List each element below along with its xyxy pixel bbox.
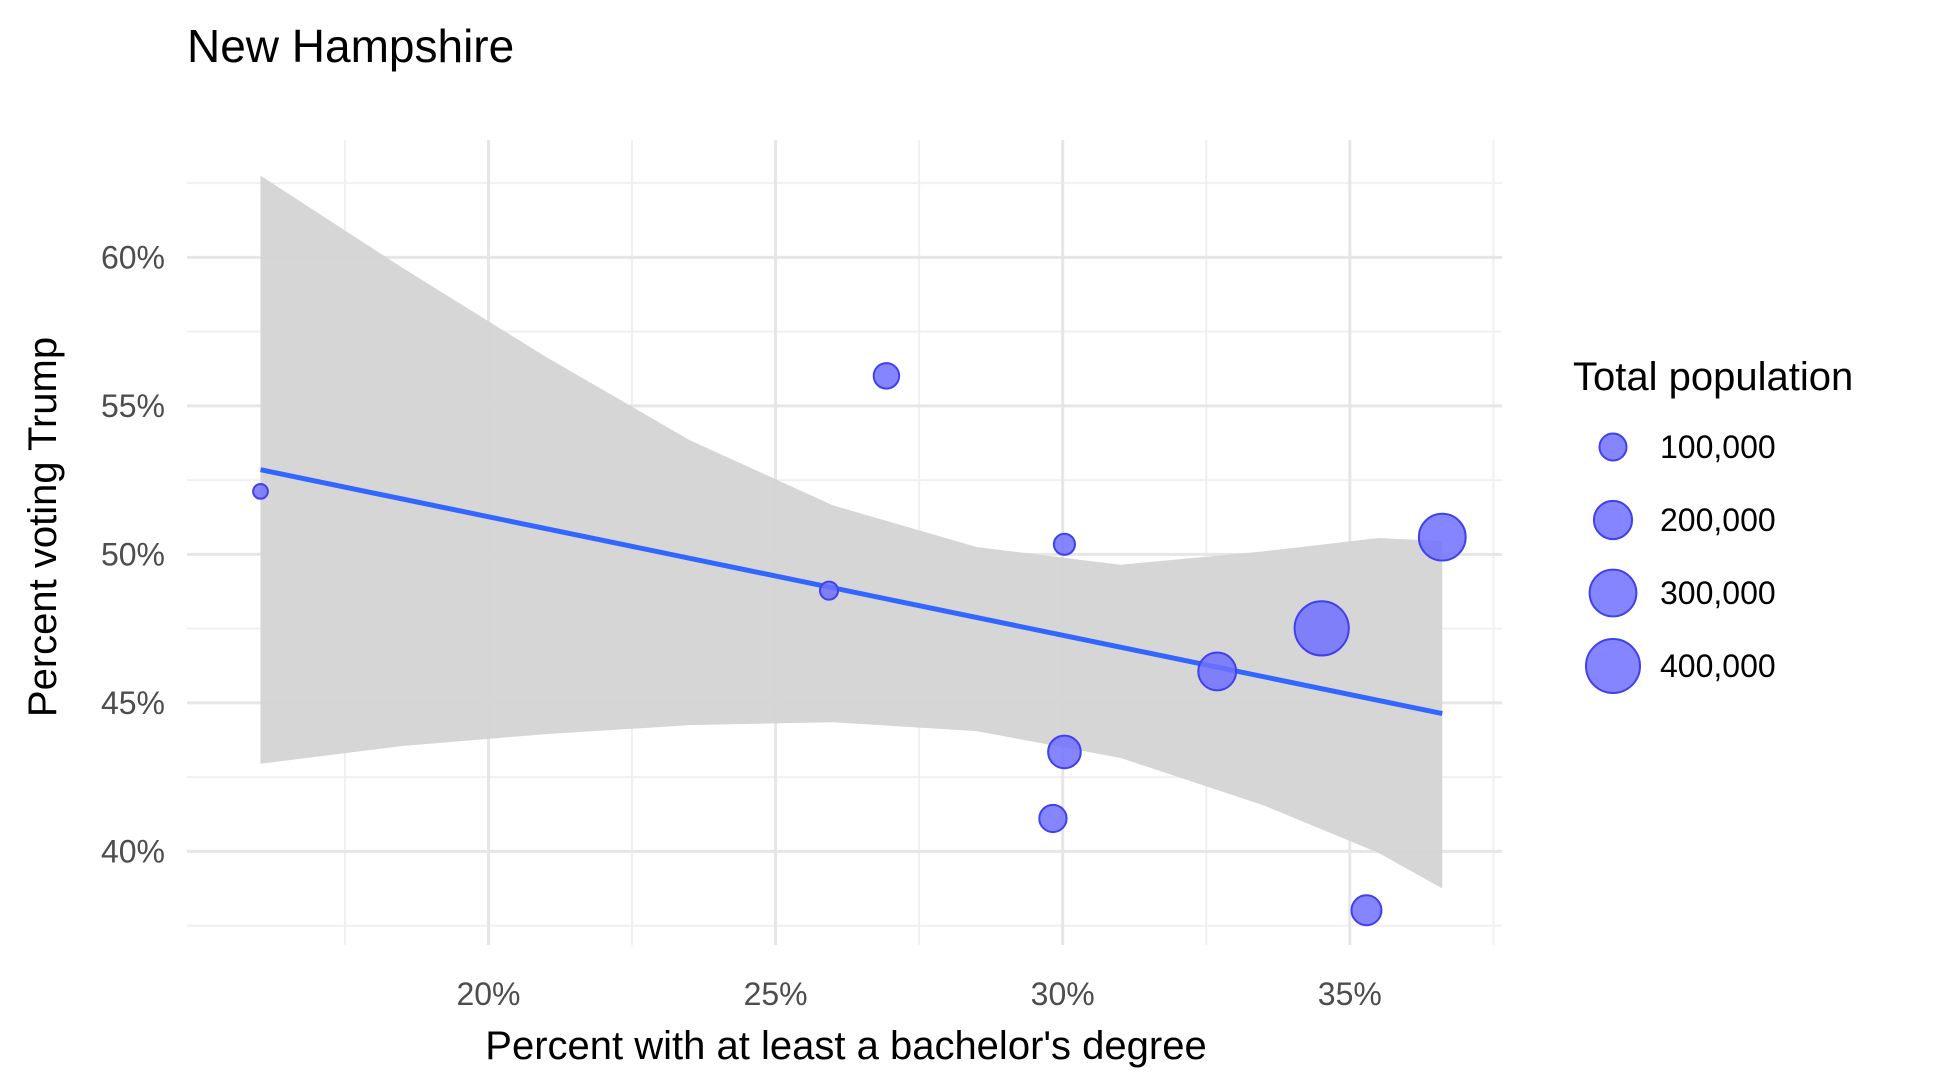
data-point bbox=[1038, 803, 1068, 834]
legend-key bbox=[1585, 638, 1641, 694]
data-point bbox=[818, 580, 840, 601]
x-tick-label: 20% bbox=[456, 976, 520, 1012]
data-points bbox=[252, 362, 1467, 927]
y-tick-label: 45% bbox=[101, 685, 165, 721]
legend-label: 400,000 bbox=[1660, 648, 1776, 684]
y-axis-title: Percent voting Trump bbox=[21, 337, 65, 717]
y-tick-label: 50% bbox=[101, 536, 165, 572]
data-point bbox=[1052, 532, 1076, 556]
legend-key bbox=[1588, 568, 1638, 618]
x-axis-ticks: 20% 25% 30% 35% bbox=[456, 976, 1381, 1012]
x-tick-label: 35% bbox=[1318, 976, 1382, 1012]
data-point bbox=[1293, 600, 1350, 657]
legend: Total population 100,000 200,000 300,000 40… bbox=[1573, 355, 1853, 694]
minor-gridlines bbox=[187, 140, 1502, 945]
data-point bbox=[1197, 651, 1238, 692]
confidence-band bbox=[260, 175, 1443, 889]
legend-key bbox=[1592, 499, 1634, 541]
y-tick-label: 60% bbox=[101, 239, 165, 275]
chart-title: New Hampshire bbox=[187, 20, 514, 72]
data-point bbox=[1417, 512, 1467, 562]
x-tick-label: 25% bbox=[744, 976, 808, 1012]
legend-label: 100,000 bbox=[1660, 429, 1776, 465]
legend-label: 300,000 bbox=[1660, 575, 1776, 611]
data-point bbox=[872, 362, 901, 390]
legend-key bbox=[1598, 432, 1628, 462]
x-axis-title: Percent with at least a bachelor's degre… bbox=[485, 1024, 1206, 1068]
trend-line bbox=[259, 467, 1443, 717]
data-point bbox=[1350, 894, 1383, 927]
y-axis-ticks: 40% 45% 50% 55% 60% bbox=[101, 239, 165, 869]
y-tick-label: 55% bbox=[101, 388, 165, 424]
legend-title: Total population bbox=[1573, 355, 1853, 399]
y-tick-label: 40% bbox=[101, 833, 165, 869]
legend-label: 200,000 bbox=[1660, 502, 1776, 538]
data-point bbox=[1047, 734, 1082, 770]
x-tick-label: 30% bbox=[1031, 976, 1095, 1012]
legend-items: 100,000 200,000 300,000 400,000 bbox=[1585, 429, 1776, 694]
data-point bbox=[252, 483, 269, 500]
